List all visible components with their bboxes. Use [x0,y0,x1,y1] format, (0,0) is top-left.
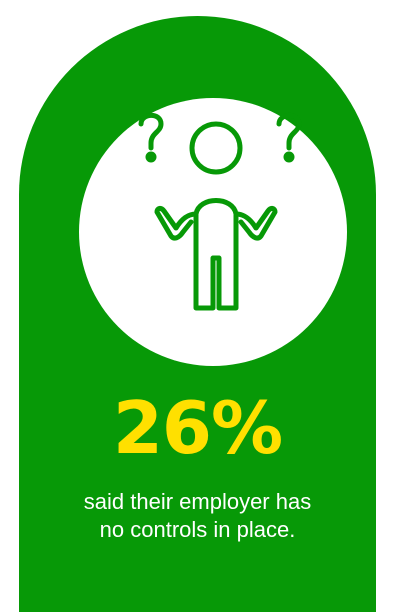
person-shoulders [193,198,239,217]
icon-circle [79,98,347,366]
confused-person-icon [138,112,302,311]
caption-line-2: no controls in place. [99,517,296,542]
stat-caption: said their employer has no controls in p… [0,488,395,544]
right-arm [233,206,278,241]
stat-card [19,16,376,612]
person-body [193,211,239,311]
person-head [189,121,243,175]
question-mark-right-dot [283,151,295,163]
question-mark-left-icon [138,112,164,151]
question-mark-right-icon [276,112,302,151]
left-arm [154,206,199,241]
caption-line-1: said their employer has [83,489,312,514]
question-mark-left-dot [145,151,157,163]
stat-value: 26% [112,386,283,470]
